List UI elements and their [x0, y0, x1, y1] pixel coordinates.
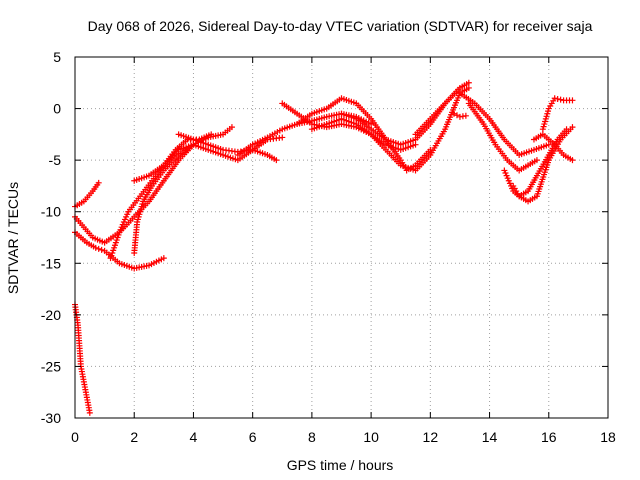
- x-tick-label: 6: [249, 429, 257, 445]
- y-axis-label: SDTVAR / TECUs: [5, 182, 21, 294]
- y-tick-label: -20: [41, 307, 61, 323]
- data-point: [545, 141, 552, 148]
- data-series-arc-20: [530, 131, 576, 164]
- x-axis-label: GPS time / hours: [287, 457, 394, 473]
- tick-layer: 0 2 4 6 8 10 12 14 16 18 -30 -25 -20 -15 -10 -5 0 5: [41, 49, 616, 445]
- plot-frame: [74, 56, 609, 419]
- data-series-arc-19: [539, 95, 576, 133]
- grid-layer: [75, 57, 608, 418]
- chart-title: Day 068 of 2026, Sidereal Day-to-day VTE…: [88, 18, 593, 34]
- x-tick-label: 16: [541, 429, 557, 445]
- data-marks: [72, 79, 576, 416]
- data-point: [557, 96, 564, 103]
- data-point: [569, 124, 576, 131]
- data-point: [465, 84, 472, 91]
- x-tick-label: 14: [482, 429, 498, 445]
- y-tick-label: -10: [41, 204, 61, 220]
- y-tick-label: -30: [41, 410, 61, 426]
- data-point: [86, 409, 93, 416]
- data-point: [533, 157, 540, 164]
- data-point: [228, 124, 235, 131]
- x-tick-label: 2: [130, 429, 138, 445]
- data-series-arc-6: [131, 124, 235, 256]
- x-tick-label: 8: [308, 429, 316, 445]
- y-tick-label: -5: [49, 152, 62, 168]
- data-point: [368, 121, 375, 128]
- x-tick-label: 4: [190, 429, 198, 445]
- x-tick-label: 12: [423, 429, 439, 445]
- data-series-arc-15: [456, 90, 552, 158]
- data-point: [412, 141, 419, 148]
- data-point: [279, 134, 286, 141]
- data-point: [92, 244, 99, 251]
- data-point: [569, 157, 576, 164]
- data-point: [95, 179, 102, 186]
- data-series-arc-14: [412, 79, 472, 138]
- data-point: [465, 79, 472, 86]
- data-series-arc-1: [72, 179, 102, 210]
- data-point: [569, 97, 576, 104]
- x-tick-label: 10: [363, 429, 379, 445]
- data-series-arc-11: [294, 95, 434, 174]
- data-series-arc-18: [510, 124, 576, 205]
- data-series-arc-3: [72, 229, 167, 272]
- y-tick-label: -15: [41, 255, 61, 271]
- data-point: [98, 246, 105, 253]
- data-point: [551, 95, 558, 102]
- y-tick-label: 5: [53, 49, 61, 65]
- data-point: [160, 255, 167, 262]
- x-tick-label: 0: [71, 429, 79, 445]
- y-tick-label: 0: [53, 101, 61, 117]
- data-point: [554, 95, 561, 102]
- y-tick-label: -25: [41, 358, 61, 374]
- data-point: [95, 245, 102, 252]
- data-point: [273, 157, 280, 164]
- data-point: [462, 112, 469, 119]
- data-series-arc-21: [451, 110, 469, 120]
- data-series-arc-16: [465, 100, 540, 174]
- x-tick-label: 18: [600, 429, 616, 445]
